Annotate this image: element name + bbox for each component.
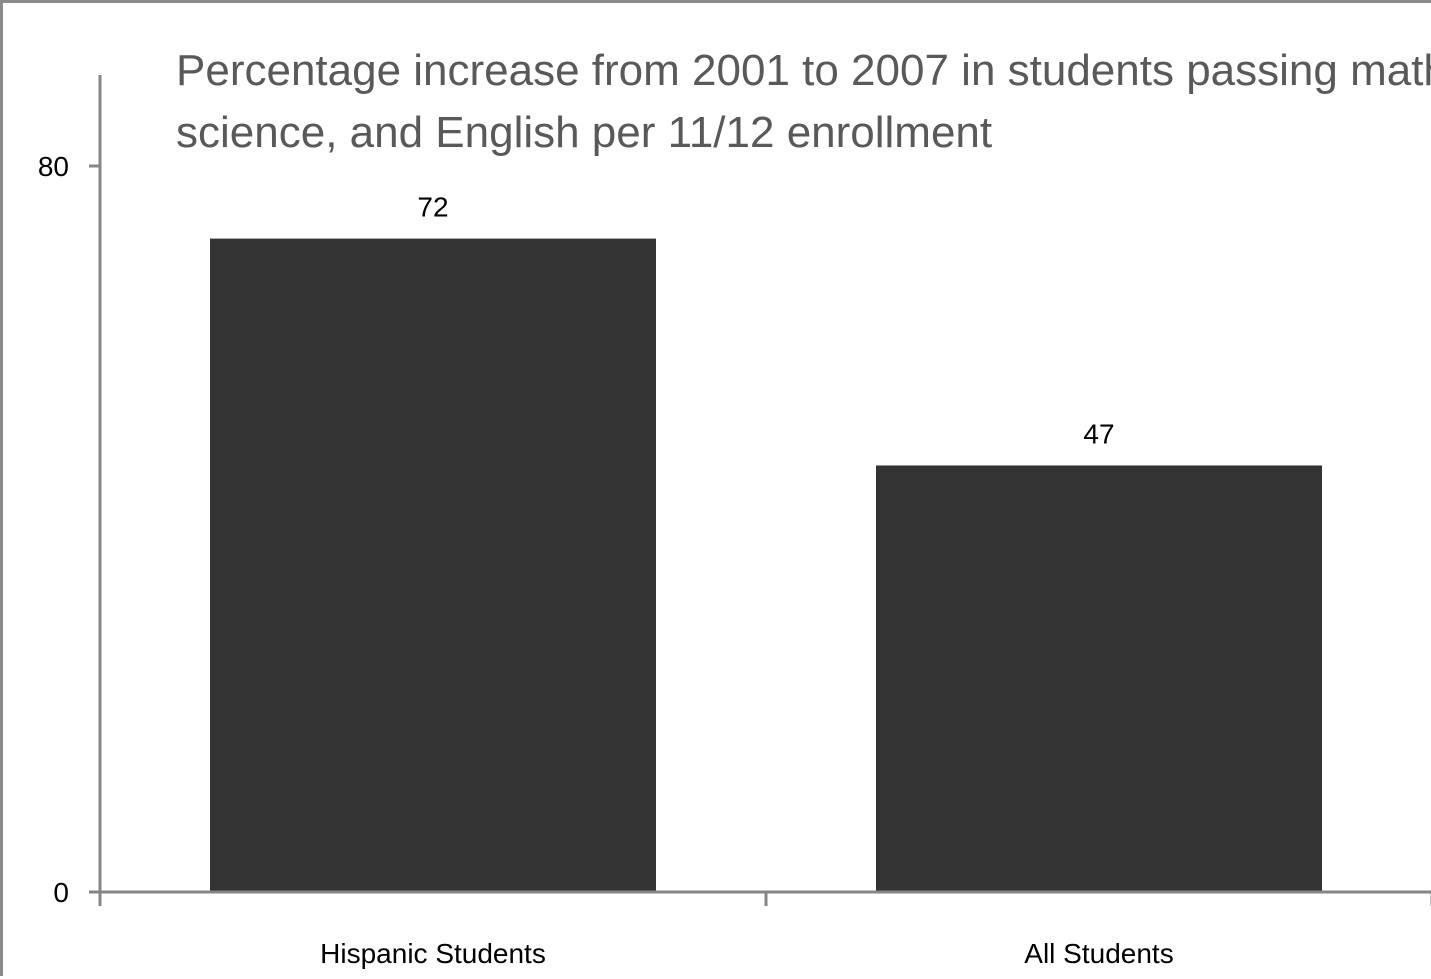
- y-tick-label-1: 80: [38, 151, 69, 182]
- data-label-0: 72: [417, 192, 448, 223]
- bar-chart: Percentage increase from 2001 to 2007 in…: [38, 46, 1431, 969]
- chart-title-line-2: science, and English per 11/12 enrollmen…: [176, 108, 992, 157]
- y-tick-label-0: 0: [53, 877, 69, 908]
- data-label-1: 47: [1083, 418, 1114, 449]
- bar-0: [210, 238, 656, 893]
- x-tick-label-0: Hispanic Students: [320, 938, 546, 969]
- bar-1: [876, 465, 1322, 892]
- x-tick-label-1: All Students: [1024, 938, 1173, 969]
- chart-title-line-1: Percentage increase from 2001 to 2007 in…: [176, 46, 1431, 95]
- plot-area: 72 Hispanic Students 47 All Students 0 80: [38, 75, 1431, 969]
